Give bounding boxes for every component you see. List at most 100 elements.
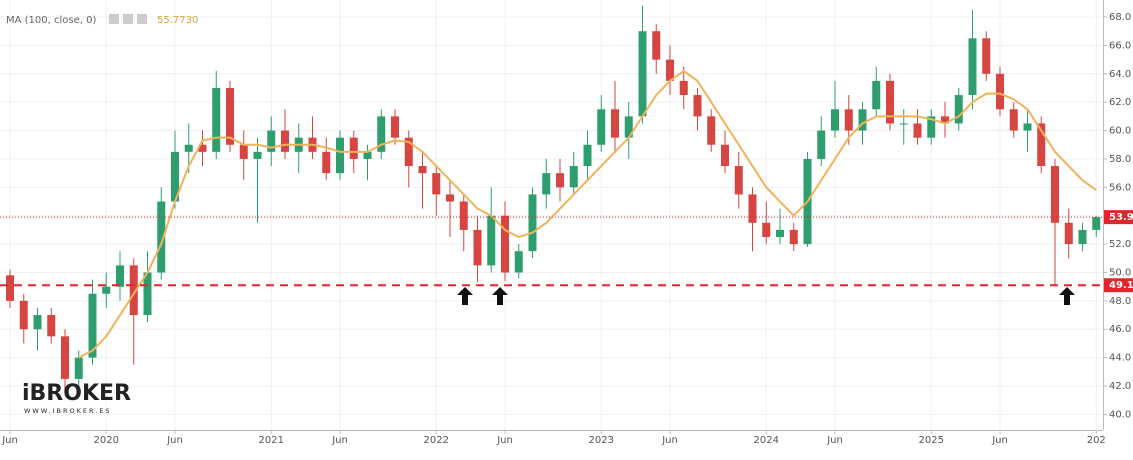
x-tick-label: 2021 [259,435,284,446]
x-tick-label: Jun [991,435,1008,446]
icon[interactable] [109,14,119,24]
y-tick-label: 44.0 [1109,353,1131,364]
x-tick-label: Jun [1,435,18,446]
y-tick-label: 48.0 [1109,296,1131,307]
x-tick-label: 2024 [754,435,779,446]
price-label: 49.1 [1109,280,1133,291]
candle-body [391,116,399,138]
y-tick-label: 40.0 [1109,409,1131,420]
arrow-annotations [457,287,1075,305]
x-tick-label: Jun [331,435,348,446]
candle-body [776,229,784,237]
candle-body [693,95,702,117]
candle-body [707,116,716,145]
candle-body [1051,166,1059,223]
candle-body [528,194,537,252]
candle-body [1009,109,1018,131]
candle-body [624,116,633,138]
candle-body [349,137,358,159]
candle-body [514,251,523,273]
candle-body [556,173,564,188]
x-tick-label: Jun [166,435,183,446]
candle-body [789,229,798,245]
candle-body [831,109,839,131]
moving-average-line [78,69,1097,359]
candle-body [61,336,69,379]
y-tick-label: 42.0 [1109,381,1131,392]
legend: MA (100, close, 0) 55.7730 [6,14,198,26]
candle-body [817,130,826,159]
candle-body [748,194,757,223]
y-tick-label: 58.0 [1109,154,1131,165]
candle-body [143,272,152,316]
candles [6,5,1101,394]
candle-body [473,229,482,266]
y-tick-label: 62.0 [1109,97,1131,108]
icon[interactable] [123,14,133,24]
candle-body [858,109,867,131]
candle-body [899,123,908,125]
candle-body [913,123,922,138]
candle-body [459,201,468,230]
candle-body [1092,217,1101,230]
candle-body [322,151,331,174]
candle-body [542,173,551,195]
price-label-box [1104,278,1133,293]
candle-body [404,137,413,167]
indicator-name: MA (100, close, 0) [6,15,96,26]
x-tick-label: Jun [826,435,843,446]
price-label: 53.9 [1109,212,1133,223]
candle-body [501,215,509,273]
candle-body [129,265,138,316]
candle-body [418,166,427,174]
candle-body [1078,229,1087,245]
candle-body [679,80,688,96]
candle-body [762,222,771,237]
icon[interactable] [137,14,147,24]
arrow [457,287,473,305]
y-tick-label: 52.0 [1109,239,1131,250]
candle-body [569,166,578,188]
candle-body [927,116,936,138]
arrow [492,287,508,305]
candle-body [872,80,881,110]
y-tick-label: 64.0 [1109,69,1131,80]
candle-body [363,151,372,159]
y-tick-label: 60.0 [1109,126,1131,137]
candle-body [941,116,949,124]
candle-body [638,31,647,117]
candle-body [47,315,56,337]
candle-body [734,166,743,195]
candle-body [487,215,496,266]
candle-body [996,73,1004,110]
indicator-value: 55.7730 [157,15,198,26]
candle-body [446,194,454,202]
candle-body [954,95,963,124]
brand-url: WWW.IBROKER.ES [24,407,112,415]
candle-body [844,109,853,131]
candle-body [88,293,97,358]
candle-body [1023,123,1032,131]
x-tick-label: 2020 [94,435,119,446]
y-tick-label: 50.0 [1109,267,1131,278]
candle-body [212,87,221,152]
candle-body [102,286,111,294]
candle-body [336,137,344,174]
candle-body [432,173,441,195]
y-tick-label: 46.0 [1109,324,1131,335]
candle-body [253,151,262,159]
candle-body [116,265,124,287]
candle-body [171,151,179,202]
candle-body [583,144,592,167]
price-label-box [1104,210,1133,225]
candle-body [1037,123,1046,167]
candle-body [74,357,83,379]
candle-body [666,59,674,81]
candle-body [611,109,619,138]
x-tick-label: 2025 [919,435,944,446]
candle-body [721,144,729,167]
candle-body [33,315,42,330]
candle-body [652,31,661,60]
